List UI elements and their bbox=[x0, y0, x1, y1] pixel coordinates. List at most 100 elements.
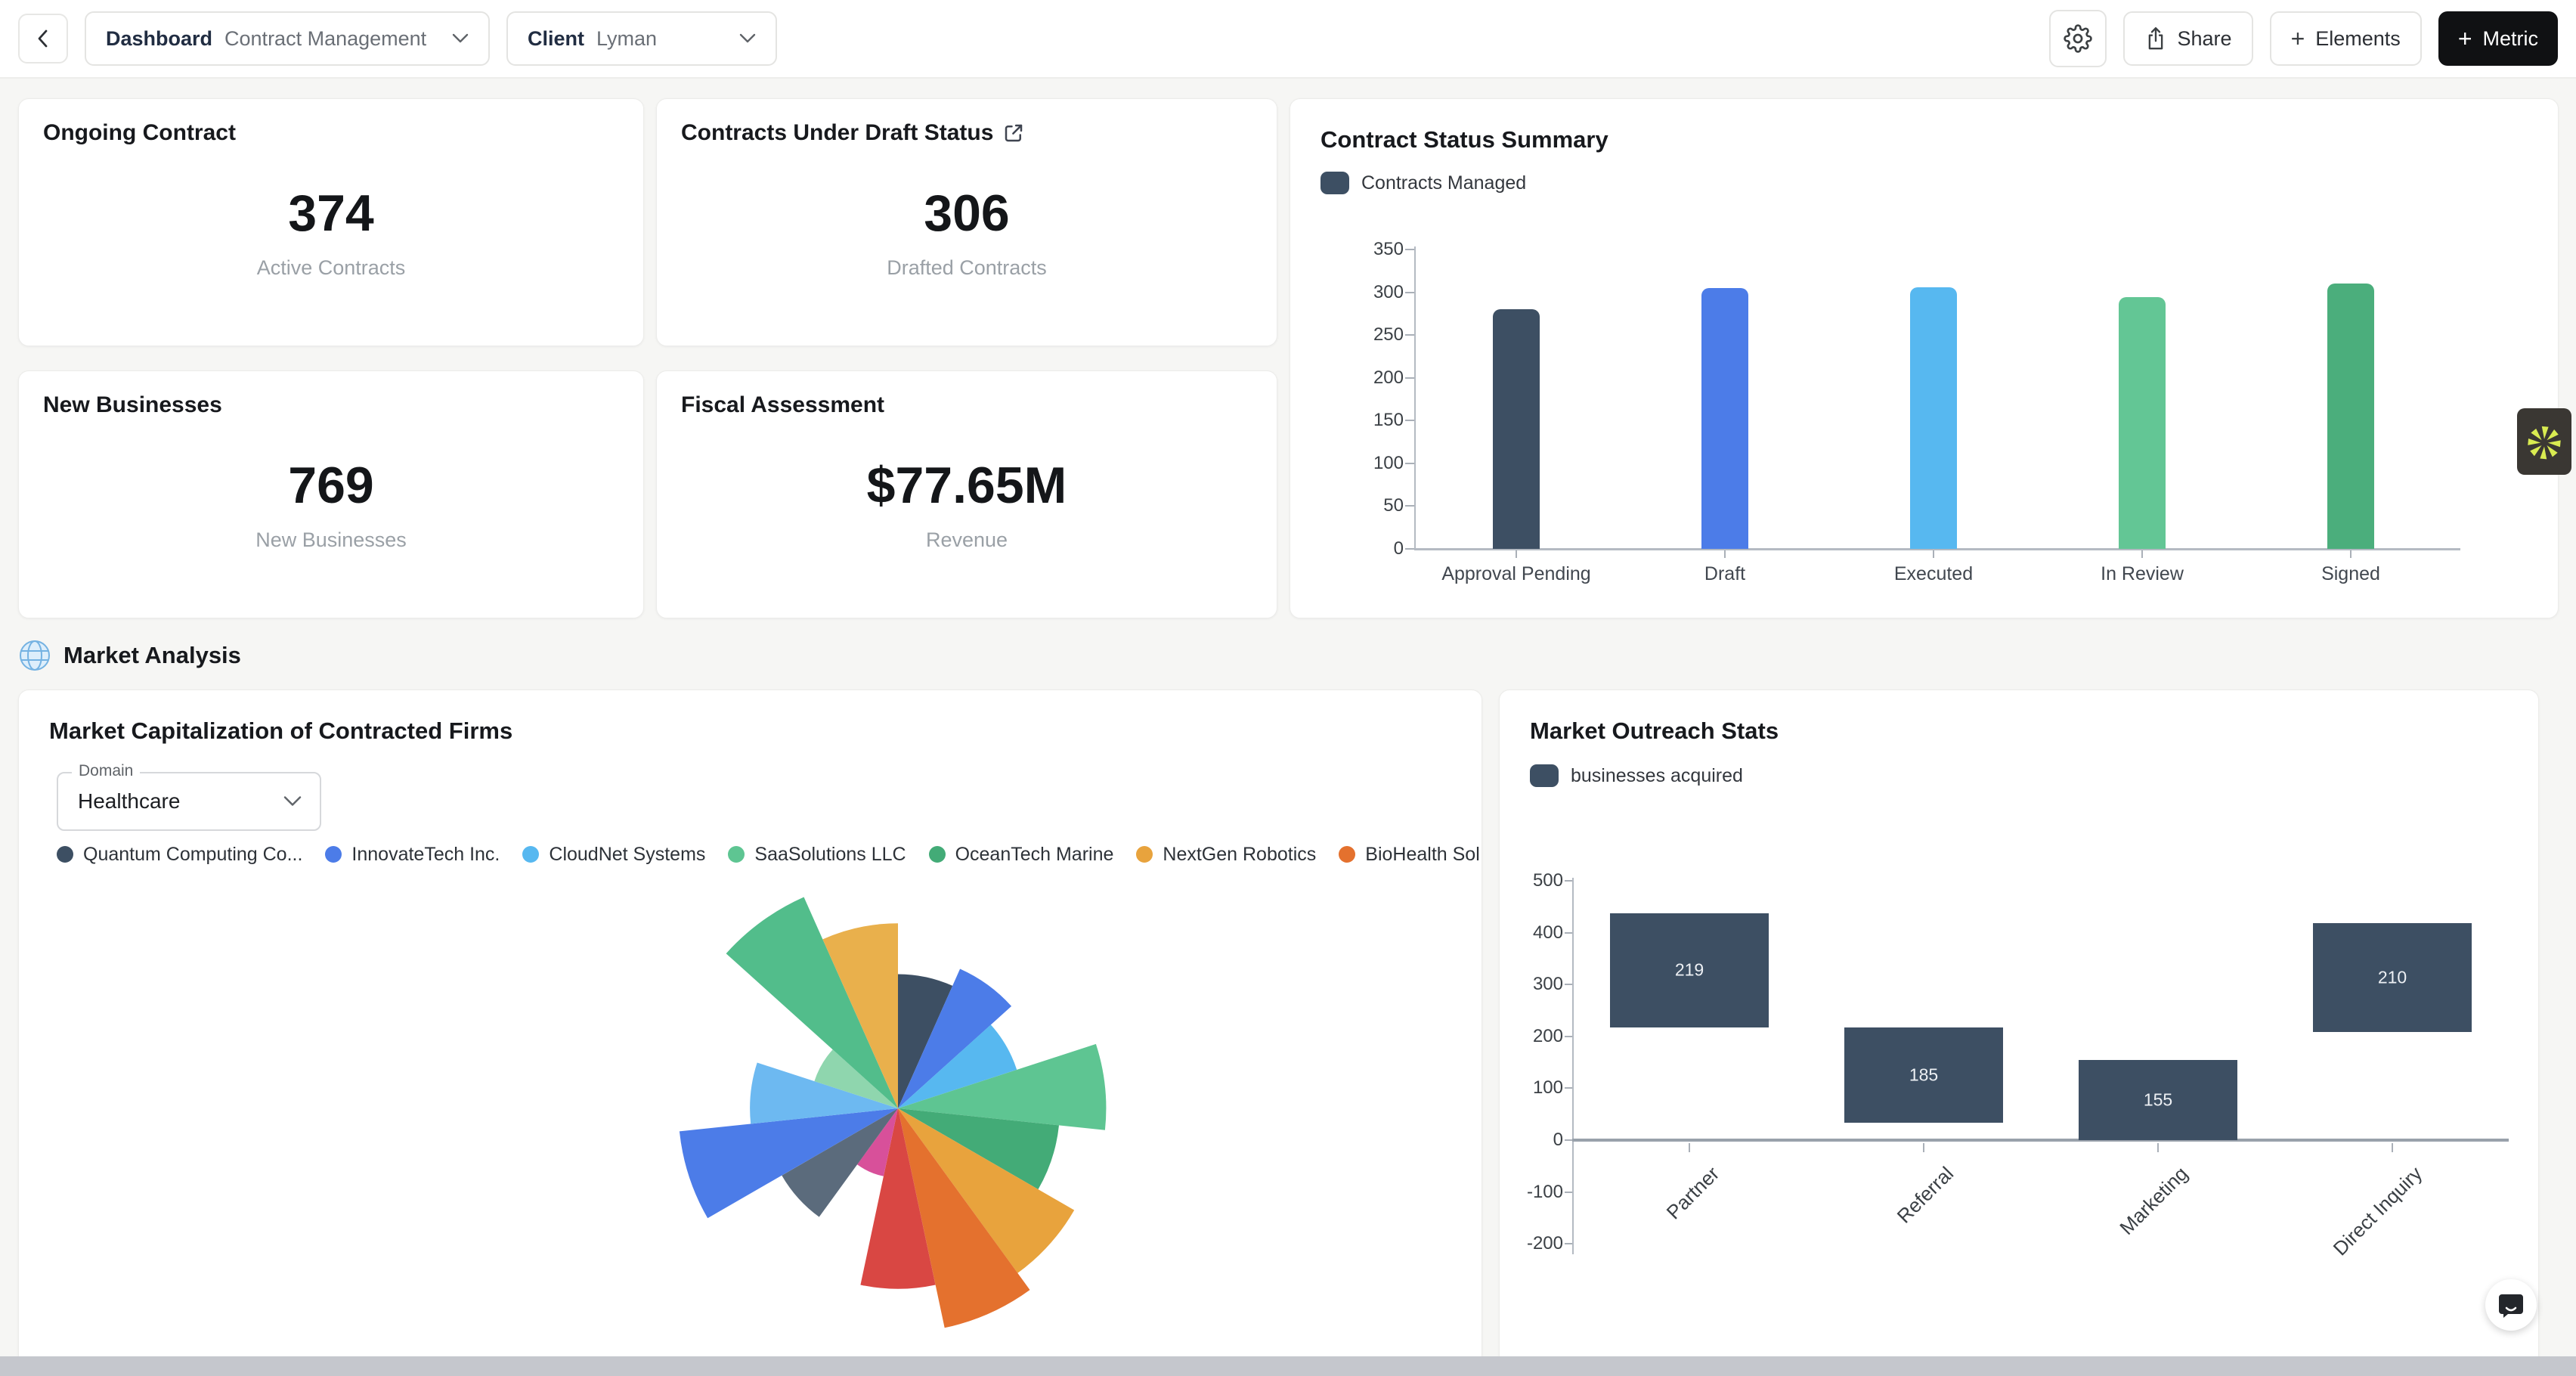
settings-button[interactable] bbox=[2048, 10, 2107, 67]
share-icon bbox=[2148, 27, 2163, 50]
market-outreach-card: Market Outreach Stats businesses acquire… bbox=[1499, 690, 2539, 1376]
x-axis-tickmark bbox=[2157, 1143, 2159, 1152]
metric-button[interactable]: + Metric bbox=[2438, 11, 2558, 66]
x-axis-tickmark bbox=[1689, 1143, 1690, 1152]
gear-icon bbox=[2063, 24, 2092, 53]
rose-sector-firm-13[interactable] bbox=[814, 1049, 898, 1108]
client-select-value: Lyman bbox=[596, 26, 658, 50]
x-axis-category-label: In Review bbox=[2101, 563, 2184, 584]
bar-referral[interactable] bbox=[1844, 1027, 2003, 1123]
chat-button[interactable] bbox=[2485, 1279, 2537, 1331]
bar-executed[interactable] bbox=[1910, 287, 1957, 549]
rose-sector-firm-10[interactable] bbox=[782, 1108, 898, 1217]
bar-signed[interactable] bbox=[2327, 284, 2374, 549]
stat-card-fiscal-assessment: Fiscal Assessment $77.65M Revenue bbox=[656, 370, 1277, 618]
legend-dot bbox=[325, 846, 342, 863]
external-link-icon[interactable] bbox=[1002, 122, 1025, 144]
rose-sector-oceantech-marine[interactable] bbox=[898, 1108, 1059, 1190]
rose-sector-cloudnet-systems[interactable] bbox=[898, 1024, 1017, 1108]
x-axis-tickmark bbox=[2392, 1143, 2393, 1152]
rose-sector-firm-12[interactable] bbox=[750, 1062, 898, 1124]
market-outreach-legend[interactable]: businesses acquired bbox=[1530, 764, 1743, 787]
y-axis-tick-label: 100 bbox=[1532, 1077, 1563, 1099]
x-axis-line bbox=[1572, 1139, 2509, 1142]
y-axis-tick-label: 0 bbox=[1553, 1130, 1563, 1150]
spark-widget-tab[interactable] bbox=[2517, 408, 2571, 475]
y-axis-tickmark bbox=[1405, 291, 1414, 293]
horizontal-scrollbar[interactable] bbox=[0, 1356, 2576, 1376]
x-axis-category-label: Executed bbox=[1893, 563, 1974, 584]
chevron-down-icon bbox=[283, 796, 302, 806]
x-axis-category-label: Approval Pending bbox=[1441, 563, 1591, 584]
stat-card-value: 306 bbox=[924, 184, 1010, 242]
legend-item-cloudnet-systems[interactable]: CloudNet Systems bbox=[522, 844, 705, 866]
y-axis-tick-label: 400 bbox=[1532, 922, 1563, 943]
domain-select[interactable]: Domain Healthcare bbox=[57, 762, 321, 831]
x-axis-category-label: Direct Inquiry bbox=[2328, 1162, 2427, 1260]
stat-card-title: Contracts Under Draft Status bbox=[681, 120, 1025, 146]
bar-partner[interactable] bbox=[1610, 913, 1769, 1027]
spark-ray bbox=[2547, 445, 2558, 457]
legend-item-label: SaaSolutions LLC bbox=[754, 843, 906, 865]
stat-card-caption: Drafted Contracts bbox=[887, 256, 1047, 279]
rose-sector-biohealth-sol[interactable] bbox=[898, 1108, 1030, 1328]
bar-direct-inquiry[interactable] bbox=[2313, 923, 2472, 1033]
stat-card-ongoing-contract: Ongoing Contract 374 Active Contracts bbox=[18, 98, 644, 346]
chevron-left-icon bbox=[38, 29, 48, 48]
client-select[interactable]: Client Lyman bbox=[506, 11, 777, 66]
y-axis-tickmark bbox=[1405, 420, 1414, 422]
elements-button-label: Elements bbox=[2315, 26, 2401, 50]
contract-status-card: Contract Status Summary Contracts Manage… bbox=[1290, 98, 2559, 618]
legend-label: businesses acquired bbox=[1571, 764, 1743, 786]
legend-item-label: Quantum Computing Co... bbox=[83, 843, 303, 865]
legend-item-innovatetech-inc-[interactable]: InnovateTech Inc. bbox=[325, 844, 500, 866]
legend-item-label: OceanTech Marine bbox=[955, 843, 1114, 865]
rose-sector-firm-15[interactable] bbox=[822, 923, 898, 1108]
y-axis-tick-label: 500 bbox=[1532, 870, 1563, 891]
rose-sector-saasolutions-llc[interactable] bbox=[898, 1043, 1107, 1130]
stat-card-title-text: Contracts Under Draft Status bbox=[681, 120, 994, 145]
contract-status-legend[interactable]: Contracts Managed bbox=[1321, 172, 1526, 194]
legend-label: Contracts Managed bbox=[1361, 172, 1527, 194]
back-button[interactable] bbox=[18, 14, 68, 64]
x-axis-tickmark bbox=[2350, 550, 2352, 558]
chat-icon bbox=[2499, 1294, 2523, 1318]
bar-value-label: 185 bbox=[1909, 1065, 1939, 1085]
x-axis-category-label: Draft bbox=[1704, 563, 1746, 584]
plus-icon: + bbox=[2457, 25, 2472, 52]
legend-item-label: BioHealth Sol bbox=[1365, 843, 1480, 865]
rose-sector-firm-11[interactable] bbox=[679, 1108, 898, 1219]
bar-marketing[interactable] bbox=[2079, 1059, 2237, 1140]
share-button[interactable]: Share bbox=[2122, 11, 2253, 66]
rose-sector-quantum-computing-co-[interactable] bbox=[898, 974, 953, 1109]
legend-item-saasolutions-llc[interactable]: SaaSolutions LLC bbox=[728, 844, 906, 866]
bar-in-review[interactable] bbox=[2119, 297, 2166, 549]
bar-draft[interactable] bbox=[1701, 287, 1748, 549]
x-axis-tickmark bbox=[1933, 550, 1934, 558]
share-button-label: Share bbox=[2177, 26, 2232, 50]
rose-sector-nextgen-robotics[interactable] bbox=[898, 1108, 1075, 1273]
legend-item-nextgen-robotics[interactable]: NextGen Robotics bbox=[1136, 844, 1316, 866]
legend-swatch bbox=[1530, 764, 1559, 787]
y-axis-tickmark bbox=[1405, 548, 1414, 550]
legend-item-label: NextGen Robotics bbox=[1163, 843, 1317, 865]
x-axis-category-label: Referral bbox=[1892, 1162, 1958, 1228]
chevron-down-icon bbox=[739, 33, 756, 43]
rose-sector-firm-14[interactable] bbox=[726, 897, 898, 1109]
rose-sector-innovatetech-inc-[interactable] bbox=[898, 968, 1012, 1109]
rose-sector-firm-8[interactable] bbox=[860, 1108, 936, 1289]
bar-approval-pending[interactable] bbox=[1493, 309, 1540, 549]
market-outreach-plot: 500 400 300 200 100 0 -100 -200 219 Partner 185 Ref… bbox=[1500, 690, 2538, 1376]
legend-item-oceantech-marine[interactable]: OceanTech Marine bbox=[928, 843, 1114, 866]
elements-button[interactable]: + Elements bbox=[2269, 11, 2422, 66]
legend-item-quantum-computing-co-[interactable]: Quantum Computing Co... bbox=[57, 844, 302, 866]
legend-item-biohealth-sol[interactable]: BioHealth Sol bbox=[1339, 843, 1480, 866]
market-cap-rose bbox=[679, 897, 1107, 1328]
dashboard-select[interactable]: Dashboard Contract Management bbox=[85, 11, 490, 66]
spark-ray bbox=[2528, 438, 2541, 445]
rose-sector-firm-9[interactable] bbox=[857, 1108, 898, 1176]
legend-dot bbox=[57, 846, 73, 863]
y-axis-tickmark bbox=[1405, 334, 1414, 336]
y-axis-tickmark bbox=[1565, 1035, 1572, 1037]
